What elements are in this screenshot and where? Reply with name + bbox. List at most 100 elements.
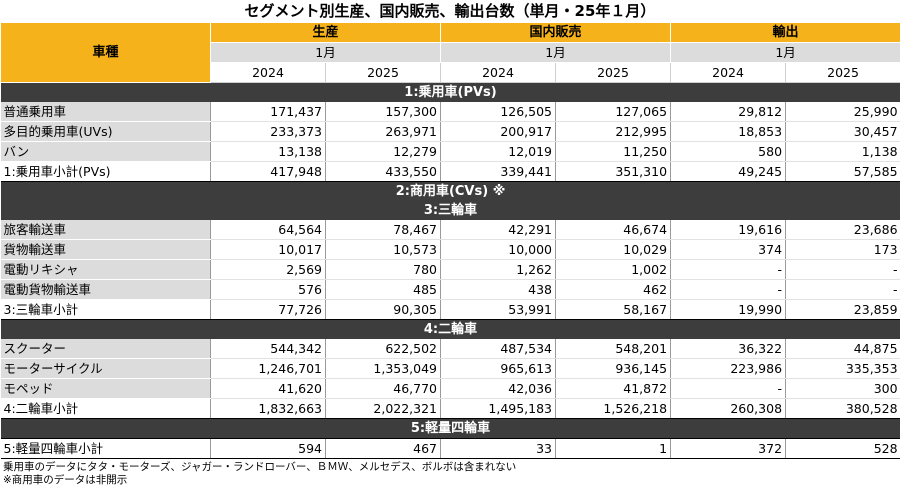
row-label: 普通乗用車 — [1, 102, 211, 122]
value-cell: 18,853 — [671, 122, 786, 142]
row-label: 貨物輸送車 — [1, 240, 211, 260]
value-cell: 1,526,218 — [556, 399, 671, 419]
value-cell: 41,872 — [556, 379, 671, 399]
value-cell: 339,441 — [441, 162, 556, 182]
value-cell: 263,971 — [326, 122, 441, 142]
value-cell: 1,262 — [441, 260, 556, 280]
value-cell: 25,990 — [786, 102, 900, 122]
value-cell: 1,246,701 — [211, 359, 326, 379]
value-cell: 335,353 — [786, 359, 900, 379]
value-cell: 622,502 — [326, 339, 441, 359]
value-cell: 433,550 — [326, 162, 441, 182]
value-cell: 41,620 — [211, 379, 326, 399]
domestic-sales-month: 1月 — [441, 43, 671, 63]
value-cell: 467 — [326, 439, 441, 459]
value-cell: 10,000 — [441, 240, 556, 260]
domestic-sales-header: 国内販売 — [441, 23, 671, 43]
row-label: スクーター — [1, 339, 211, 359]
value-cell: 260,308 — [671, 399, 786, 419]
row-label: 4:二輪車小計 — [1, 399, 211, 419]
value-cell: 53,991 — [441, 300, 556, 320]
value-cell: - — [671, 379, 786, 399]
row-label: 多目的乗用車(UVs) — [1, 122, 211, 142]
value-cell: 487,534 — [441, 339, 556, 359]
production-month: 1月 — [211, 43, 441, 63]
year-header: 2024 — [441, 63, 556, 83]
year-header: 2025 — [326, 63, 441, 83]
value-cell: 30,457 — [786, 122, 900, 142]
section-heading: 1:乗用車(PVs) — [1, 83, 900, 103]
value-cell: 49,245 — [671, 162, 786, 182]
row-label: モペッド — [1, 379, 211, 399]
value-cell: 23,859 — [786, 300, 900, 320]
row-label: 5:軽量四輪車小計 — [1, 439, 211, 459]
value-cell: 126,505 — [441, 102, 556, 122]
value-cell: 780 — [326, 260, 441, 280]
value-cell: 223,986 — [671, 359, 786, 379]
value-cell: 173 — [786, 240, 900, 260]
value-cell: 485 — [326, 280, 441, 300]
data-table: 車種 生産 国内販売 輸出 1月 1月 1月 2024 2025 2024 20… — [0, 22, 900, 459]
year-header: 2024 — [671, 63, 786, 83]
value-cell: 33 — [441, 439, 556, 459]
section-heading: 2:商用車(CVs) ※ — [1, 182, 900, 202]
value-cell: 200,917 — [441, 122, 556, 142]
value-cell: 1,353,049 — [326, 359, 441, 379]
value-cell: 171,437 — [211, 102, 326, 122]
value-cell: 380,528 — [786, 399, 900, 419]
row-label: 旅客輸送車 — [1, 220, 211, 240]
vehicle-type-header: 車種 — [1, 23, 211, 83]
row-label: 1:乗用車小計(PVs) — [1, 162, 211, 182]
value-cell: 12,279 — [326, 142, 441, 162]
value-cell: 965,613 — [441, 359, 556, 379]
row-label: バン — [1, 142, 211, 162]
value-cell: 1,002 — [556, 260, 671, 280]
value-cell: 528 — [786, 439, 900, 459]
value-cell: 374 — [671, 240, 786, 260]
value-cell: 438 — [441, 280, 556, 300]
export-month: 1月 — [671, 43, 900, 63]
value-cell: 127,065 — [556, 102, 671, 122]
section-header-row: 5:軽量四輪車 — [1, 419, 900, 439]
row-label: 電動リキシャ — [1, 260, 211, 280]
value-cell: 19,990 — [671, 300, 786, 320]
section-heading: 4:二輪車 — [1, 320, 900, 340]
value-cell: 36,322 — [671, 339, 786, 359]
value-cell: 372 — [671, 439, 786, 459]
value-cell: 544,342 — [211, 339, 326, 359]
year-header: 2025 — [786, 63, 900, 83]
value-cell: - — [671, 260, 786, 280]
value-cell: 46,674 — [556, 220, 671, 240]
value-cell: 78,467 — [326, 220, 441, 240]
value-cell: 580 — [671, 142, 786, 162]
value-cell: - — [671, 280, 786, 300]
value-cell: 462 — [556, 280, 671, 300]
value-cell: 2,569 — [211, 260, 326, 280]
value-cell: 64,564 — [211, 220, 326, 240]
section-header-row: 1:乗用車(PVs) — [1, 83, 900, 103]
value-cell: 233,373 — [211, 122, 326, 142]
value-cell: 10,017 — [211, 240, 326, 260]
page-title: セグメント別生産、国内販売、輸出台数（単月・25年１月） — [0, 0, 900, 22]
value-cell: 29,812 — [671, 102, 786, 122]
value-cell: 44,875 — [786, 339, 900, 359]
value-cell: 42,291 — [441, 220, 556, 240]
row-label: 電動貨物輸送車 — [1, 280, 211, 300]
section-header-row: 2:商用車(CVs) ※ — [1, 182, 900, 202]
value-cell: 57,585 — [786, 162, 900, 182]
value-cell: 157,300 — [326, 102, 441, 122]
value-cell: 10,029 — [556, 240, 671, 260]
value-cell: 13,138 — [211, 142, 326, 162]
footnote: ※商用車のデータは非開示 — [3, 474, 897, 487]
